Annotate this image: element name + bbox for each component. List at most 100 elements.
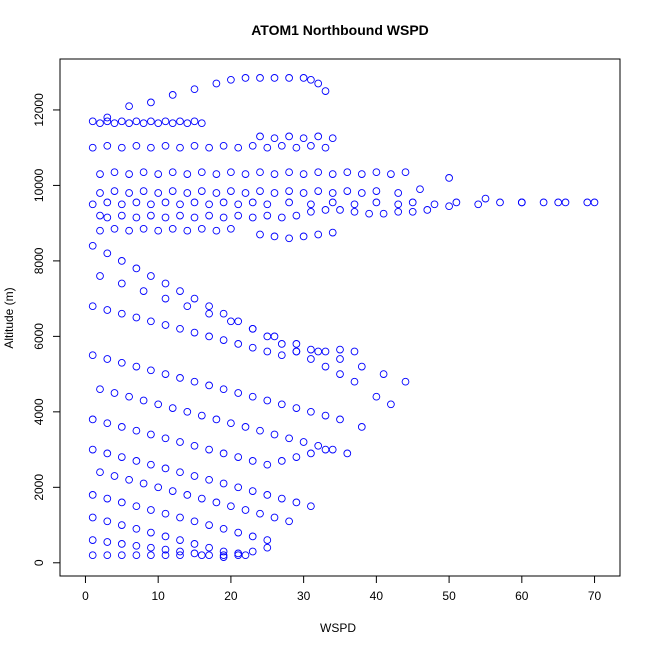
- y-tick-label: 4000: [32, 398, 46, 425]
- data-point: [292, 143, 301, 152]
- data-point: [117, 257, 126, 265]
- data-point: [263, 211, 272, 220]
- data-point: [147, 200, 155, 209]
- data-point: [132, 141, 141, 150]
- data-point: [219, 479, 228, 488]
- data-point: [139, 187, 148, 195]
- data-point: [292, 453, 301, 461]
- data-point: [154, 226, 163, 235]
- data-point: [103, 141, 112, 150]
- data-point: [292, 211, 301, 220]
- data-point: [176, 143, 184, 152]
- data-point: [154, 483, 163, 492]
- data-point: [219, 524, 228, 533]
- data-point: [256, 230, 264, 239]
- data-point: [248, 343, 257, 352]
- data-points: [88, 74, 599, 561]
- data-point: [110, 224, 119, 233]
- data-point: [103, 213, 112, 222]
- data-point: [88, 513, 97, 522]
- data-point: [234, 211, 243, 220]
- data-point: [227, 224, 235, 233]
- data-point: [285, 434, 293, 443]
- data-point: [539, 198, 548, 207]
- data-point: [227, 168, 235, 177]
- data-point: [328, 134, 337, 143]
- data-point: [190, 472, 199, 480]
- data-point: [496, 198, 504, 207]
- data-point: [292, 347, 301, 356]
- data-point: [139, 119, 148, 128]
- data-point: [561, 198, 570, 207]
- data-point: [96, 272, 104, 280]
- data-point: [147, 460, 155, 469]
- data-point: [205, 332, 213, 341]
- data-point: [147, 551, 155, 560]
- data-point: [372, 198, 381, 207]
- data-point: [161, 294, 170, 303]
- data-point: [88, 415, 97, 424]
- data-point: [357, 189, 366, 197]
- data-point: [132, 313, 141, 322]
- data-point: [197, 551, 206, 560]
- data-point: [88, 351, 97, 360]
- data-point: [321, 143, 330, 152]
- data-point: [387, 170, 395, 178]
- data-point: [125, 119, 133, 128]
- data-point: [176, 211, 184, 220]
- data-point: [147, 143, 155, 152]
- data-point: [343, 187, 352, 195]
- data-point: [147, 272, 155, 280]
- data-point: [343, 449, 352, 458]
- data-point: [117, 498, 126, 507]
- data-point: [227, 502, 235, 511]
- data-point: [277, 340, 286, 348]
- data-point: [147, 430, 155, 439]
- data-point: [474, 200, 483, 209]
- data-point: [212, 189, 221, 197]
- data-point: [219, 213, 228, 222]
- data-point: [103, 355, 112, 363]
- data-point: [299, 74, 308, 82]
- data-point: [117, 453, 126, 461]
- data-point: [292, 340, 301, 348]
- data-point: [212, 226, 221, 235]
- data-point: [321, 445, 330, 454]
- x-tick-label: 0: [82, 589, 89, 603]
- data-point: [277, 351, 286, 360]
- data-point: [321, 206, 330, 214]
- data-point: [103, 538, 112, 546]
- x-tick-label: 40: [370, 589, 384, 603]
- x-tick-label: 60: [515, 589, 529, 603]
- data-point: [117, 200, 126, 209]
- data-point: [161, 509, 170, 518]
- data-point: [168, 487, 177, 495]
- data-point: [372, 187, 381, 195]
- data-point: [379, 370, 388, 378]
- data-point: [110, 472, 119, 480]
- data-point: [321, 362, 330, 371]
- data-point: [161, 370, 170, 378]
- data-point: [147, 528, 155, 537]
- data-point: [197, 411, 206, 420]
- data-point: [234, 528, 243, 537]
- data-point: [263, 536, 272, 544]
- data-point: [125, 475, 133, 484]
- data-point: [103, 419, 112, 428]
- data-point: [125, 189, 133, 197]
- data-point: [103, 198, 112, 207]
- data-point: [183, 189, 192, 197]
- data-point: [190, 328, 199, 337]
- data-point: [299, 170, 308, 178]
- data-point: [205, 445, 213, 454]
- data-point: [248, 487, 257, 495]
- data-point: [401, 377, 410, 386]
- data-point: [183, 226, 192, 235]
- y-tick-label: 10000: [32, 168, 46, 202]
- data-point: [270, 332, 279, 341]
- data-point: [241, 423, 250, 431]
- data-point: [321, 347, 330, 356]
- data-point: [314, 132, 323, 141]
